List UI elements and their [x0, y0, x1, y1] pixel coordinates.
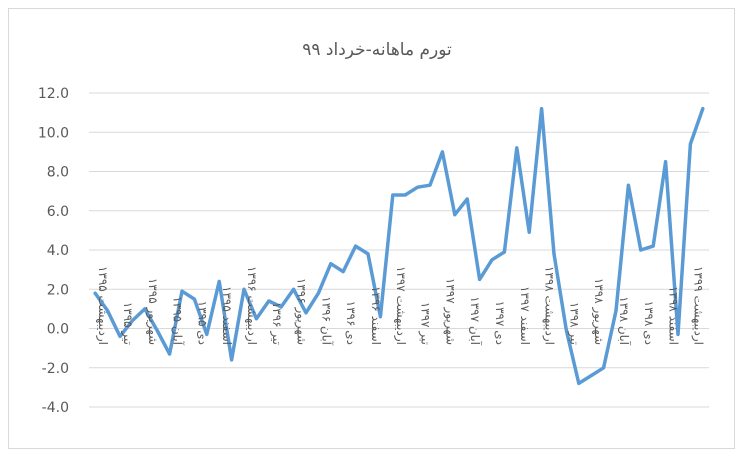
data-points: [93, 107, 705, 385]
x-tick-label: آبان ۱۳۹۸: [617, 296, 632, 345]
data-point: [341, 270, 345, 274]
x-tick-label: آبان ۱۳۹۵: [171, 296, 186, 345]
x-tick-label: اسفند ۱۳۹۶: [369, 286, 383, 345]
x-tick-label: تیر ۱۳۹۸: [566, 302, 581, 345]
x-tick-label: دی ۱۳۹۷: [493, 301, 507, 345]
data-point: [354, 244, 358, 248]
chart-title: تورم ماهانه-خرداد ۹۹: [302, 40, 452, 60]
data-point: [192, 297, 196, 301]
x-axis-tick-labels: اردیبهشت ۱۳۹۵ تیر ۱۳۹۵ شهریور ۱۳۹۵ آبان ۱۳۹…: [95, 266, 705, 346]
x-tick-label: دی ۱۳۹۸: [642, 301, 656, 345]
x-tick-label: اردیبهشت ۱۳۹۵: [95, 266, 110, 345]
data-point: [453, 213, 457, 217]
x-tick-label: اسفند ۱۳۹۵: [220, 286, 234, 345]
y-tick-label: 8.0: [47, 165, 69, 181]
data-point: [130, 319, 134, 323]
data-point: [688, 142, 692, 146]
data-point: [639, 248, 643, 252]
x-tick-label: شهریور ۱۳۹۵: [145, 278, 160, 345]
y-tick-label: -2.0: [42, 361, 69, 377]
series-line-layer: [93, 106, 705, 386]
y-tick-label: 0.0: [47, 322, 69, 338]
data-point: [254, 317, 258, 321]
chart-frame: تورم ماهانه-خرداد ۹۹ 12.0 10.0 8.0 6.0 4.0 2.…: [8, 8, 735, 449]
x-tick-label: شهریور ۱۳۹۸: [591, 278, 606, 345]
data-point: [118, 334, 122, 338]
x-tick-label: دی ۱۳۹۵: [195, 301, 209, 345]
data-point: [552, 252, 556, 256]
x-tick-label: دی ۱۳۹۶: [344, 301, 358, 345]
monthly-inflation-chart: تورم ماهانه-خرداد ۹۹ 12.0 10.0 8.0 6.0 4.0 2.…: [38, 40, 709, 416]
data-point: [292, 287, 296, 291]
gridlines: [89, 92, 709, 408]
x-tick-label: آبان ۱۳۹۷: [468, 296, 483, 345]
data-point: [664, 160, 668, 164]
data-point: [217, 279, 221, 283]
data-point: [316, 291, 320, 295]
x-tick-label: شهریور ۱۳۹۶: [294, 278, 309, 345]
y-tick-label: 6.0: [47, 204, 69, 220]
data-point: [564, 329, 568, 332]
data-point: [155, 329, 159, 332]
data-point: [676, 332, 680, 336]
x-tick-label: اردیبهشت ۱۳۹۷: [393, 266, 408, 345]
data-point: [106, 309, 110, 313]
data-point: [304, 311, 308, 315]
data-point: [701, 107, 705, 111]
x-tick-label: تیر ۱۳۹۷: [418, 302, 433, 345]
x-tick-label: آبان ۱۳۹۶: [319, 296, 334, 345]
data-point: [651, 244, 655, 248]
data-point: [205, 332, 209, 336]
data-point: [143, 307, 147, 311]
x-tick-label: تیر ۱۳۹۵: [120, 302, 135, 345]
data-point: [378, 315, 382, 319]
series-line: [93, 106, 705, 386]
x-tick-label: اردیبهشت ۱۳۹۹: [690, 266, 705, 345]
x-tick-label: اسفند ۱۳۹۷: [518, 286, 532, 345]
data-point: [230, 358, 234, 362]
data-point: [527, 230, 531, 234]
data-point: [168, 352, 172, 356]
y-tick-label: 4.0: [47, 243, 69, 259]
data-point: [502, 250, 506, 254]
y-tick-label: 2.0: [47, 282, 69, 298]
data-point: [614, 309, 618, 313]
y-tick-label: 10.0: [38, 125, 69, 141]
data-point: [515, 146, 519, 150]
y-axis-tick-labels: 12.0 10.0 8.0 6.0 4.0 2.0 0.0 -2.0 -4.0: [38, 86, 69, 416]
data-point: [366, 252, 370, 256]
data-point: [329, 262, 333, 266]
data-point: [626, 183, 630, 187]
x-tick-label: اسفند ۱۳۹۸: [667, 286, 681, 345]
data-point: [465, 197, 469, 201]
data-point: [577, 381, 581, 385]
data-point: [180, 289, 184, 293]
data-point: [416, 185, 420, 189]
data-point: [490, 258, 494, 262]
x-tick-label: تیر ۱۳۹۶: [269, 302, 284, 345]
data-point: [391, 193, 395, 197]
data-point: [403, 193, 407, 197]
x-tick-label: شهریور ۱۳۹۷: [442, 278, 457, 345]
data-point: [589, 374, 593, 378]
data-point: [540, 107, 544, 111]
x-tick-label: اردیبهشت ۱۳۹۶: [244, 266, 259, 345]
y-tick-label: 12.0: [38, 86, 69, 102]
data-point: [279, 305, 283, 309]
data-point: [93, 291, 97, 295]
data-point: [267, 299, 271, 303]
data-point: [428, 183, 432, 187]
data-point: [242, 287, 246, 291]
y-tick-label: -4.0: [42, 400, 69, 416]
data-point: [440, 150, 444, 154]
data-point: [478, 277, 482, 281]
x-tick-label: اردیبهشت ۱۳۹۸: [542, 266, 557, 345]
data-point: [602, 366, 606, 370]
